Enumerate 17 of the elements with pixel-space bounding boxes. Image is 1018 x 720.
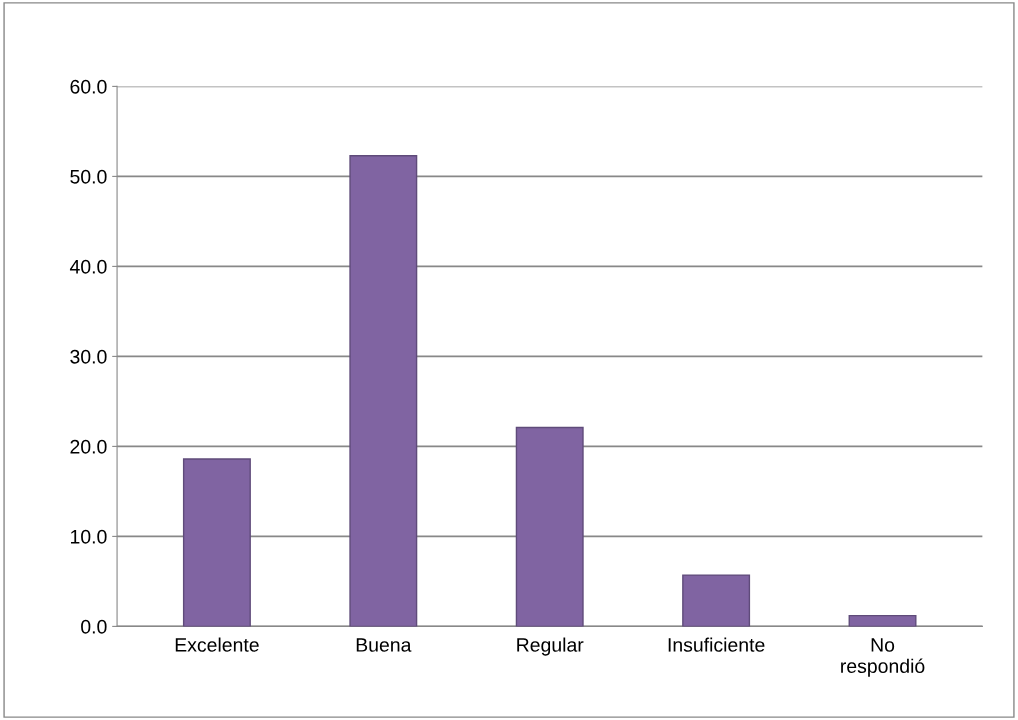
y-tick-label: 60.0 xyxy=(70,79,107,94)
y-tick-label: 30.0 xyxy=(70,349,107,364)
y-tick-label: 10.0 xyxy=(70,529,107,544)
x-tick-label: Insuficiente xyxy=(668,637,765,652)
bar xyxy=(182,458,251,627)
y-tick-label: 20.0 xyxy=(70,439,107,454)
bar xyxy=(682,574,751,627)
y-tick-label: 40.0 xyxy=(69,259,107,274)
x-tick-label: No respondió xyxy=(841,638,925,677)
y-tick-label: 50.0 xyxy=(70,169,107,184)
x-tick-label: Buena xyxy=(356,638,412,652)
bar xyxy=(349,155,418,627)
y-tick-label: 0.0 xyxy=(81,619,107,634)
x-tick-label: Regular xyxy=(517,637,584,656)
bar xyxy=(515,426,584,627)
bar xyxy=(848,614,917,627)
x-tick-label: Excelente xyxy=(175,637,259,652)
